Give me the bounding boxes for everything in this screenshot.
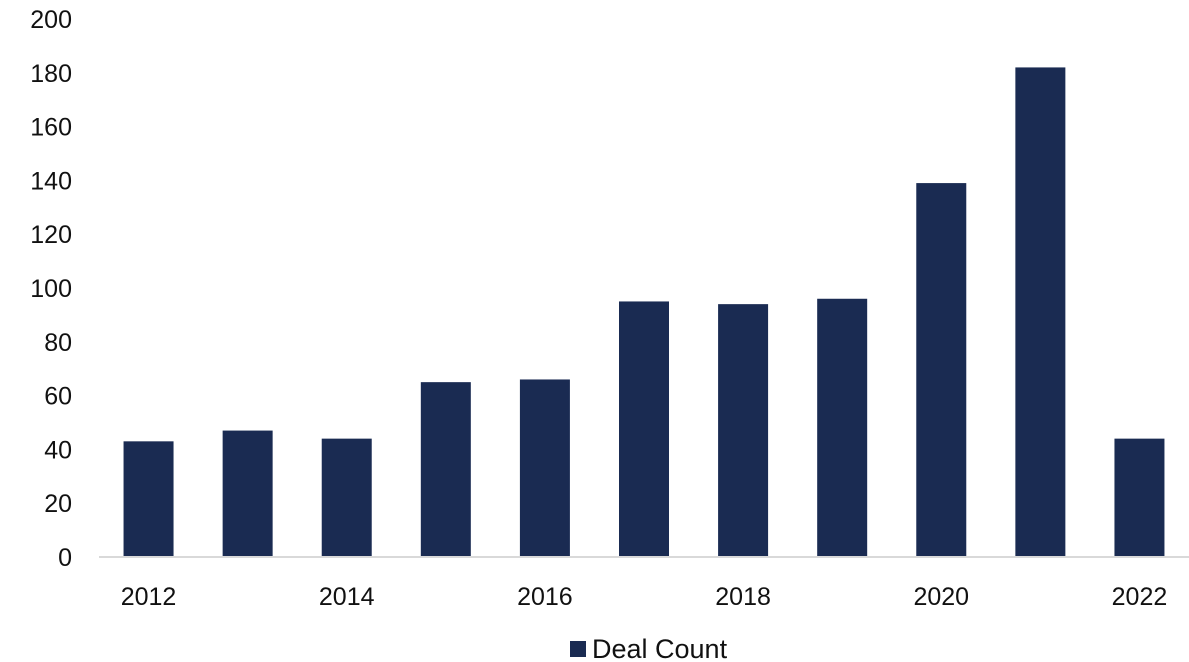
bar-2019 bbox=[817, 298, 868, 557]
x-tick-label-2012: 2012 bbox=[121, 583, 177, 611]
y-tick-label-200: 200 bbox=[30, 6, 72, 34]
y-tick-label-120: 120 bbox=[30, 221, 72, 249]
bar-2021 bbox=[1015, 67, 1066, 558]
y-tick-label-160: 160 bbox=[30, 114, 72, 142]
legend-swatch-deal-count bbox=[570, 641, 586, 657]
bar-2020 bbox=[916, 183, 967, 557]
x-axis-tick-labels: 2012 2014 2016 2018 2020 2022 bbox=[121, 583, 1168, 611]
bar-2014 bbox=[321, 438, 372, 557]
bar-2022 bbox=[1114, 438, 1165, 557]
bar-2012 bbox=[123, 441, 174, 557]
y-tick-label-20: 20 bbox=[44, 490, 72, 518]
x-tick-label-2014: 2014 bbox=[319, 583, 375, 611]
y-tick-label-80: 80 bbox=[44, 329, 72, 357]
y-tick-label-100: 100 bbox=[30, 275, 72, 303]
legend-label-deal-count: Deal Count bbox=[592, 634, 728, 662]
x-tick-label-2022: 2022 bbox=[1112, 583, 1168, 611]
bar-2018 bbox=[718, 304, 769, 557]
legend: Deal Count bbox=[570, 634, 728, 662]
x-tick-label-2016: 2016 bbox=[517, 583, 573, 611]
bars bbox=[123, 67, 1165, 558]
bar-2015 bbox=[420, 382, 471, 557]
x-tick-label-2018: 2018 bbox=[715, 583, 771, 611]
bar-2017 bbox=[619, 301, 669, 557]
x-tick-label-2020: 2020 bbox=[913, 583, 969, 611]
y-tick-label-0: 0 bbox=[58, 544, 72, 572]
y-axis-tick-labels: 0 20 40 60 80 100 120 140 160 180 200 bbox=[30, 6, 72, 572]
y-tick-label-140: 140 bbox=[30, 167, 72, 195]
bar-2013 bbox=[222, 430, 273, 557]
y-tick-label-60: 60 bbox=[44, 383, 72, 411]
y-tick-label-40: 40 bbox=[44, 436, 72, 464]
y-tick-label-180: 180 bbox=[30, 60, 72, 88]
bar-2016 bbox=[519, 379, 570, 557]
